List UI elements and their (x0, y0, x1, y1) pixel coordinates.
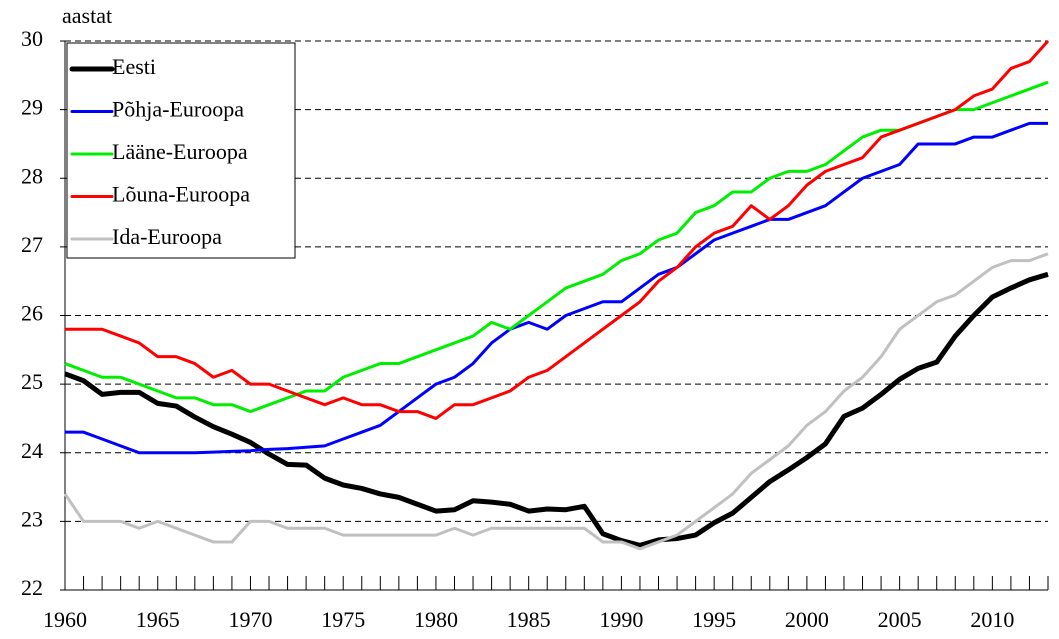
y-tick-label: 25 (21, 369, 43, 394)
y-tick-label: 30 (21, 26, 43, 51)
x-tick-label: 2005 (878, 607, 922, 632)
series-line (64, 80, 1049, 414)
y-tick-label: 23 (21, 506, 43, 531)
x-tick-label: 1960 (43, 607, 87, 632)
x-tick-label: 2000 (785, 607, 829, 632)
x-tick-label: 1995 (692, 607, 736, 632)
x-tick-label: 1965 (136, 607, 180, 632)
series-line (63, 252, 1049, 551)
y-tick-label: 29 (21, 95, 43, 120)
legend-label: Ida-Euroopa (112, 224, 222, 249)
x-tick-label: 1980 (414, 607, 458, 632)
legend-label: Lääne-Euroopa (112, 139, 248, 164)
legend-label: Põhja-Euroopa (112, 97, 244, 122)
x-tick-label: 1985 (507, 607, 551, 632)
series-line (65, 39, 1050, 420)
y-tick-label: 28 (21, 163, 43, 188)
x-tick-label: 1990 (599, 607, 643, 632)
series-line (65, 121, 1048, 455)
x-tick-label: 2010 (970, 607, 1014, 632)
series-line (64, 271, 1049, 548)
legend-box (66, 42, 296, 259)
y-tick-label: 26 (21, 301, 43, 326)
legend-label: Eesti (112, 54, 156, 79)
x-tick-label: 1975 (321, 607, 365, 632)
legend-label: Lõuna-Euroopa (112, 182, 250, 207)
y-tick-label: 22 (21, 575, 43, 600)
y-tick-label: 27 (21, 232, 43, 257)
x-tick-label: 1970 (228, 607, 272, 632)
y-tick-label: 24 (21, 438, 43, 463)
y-axis-label: aastat (62, 3, 112, 28)
